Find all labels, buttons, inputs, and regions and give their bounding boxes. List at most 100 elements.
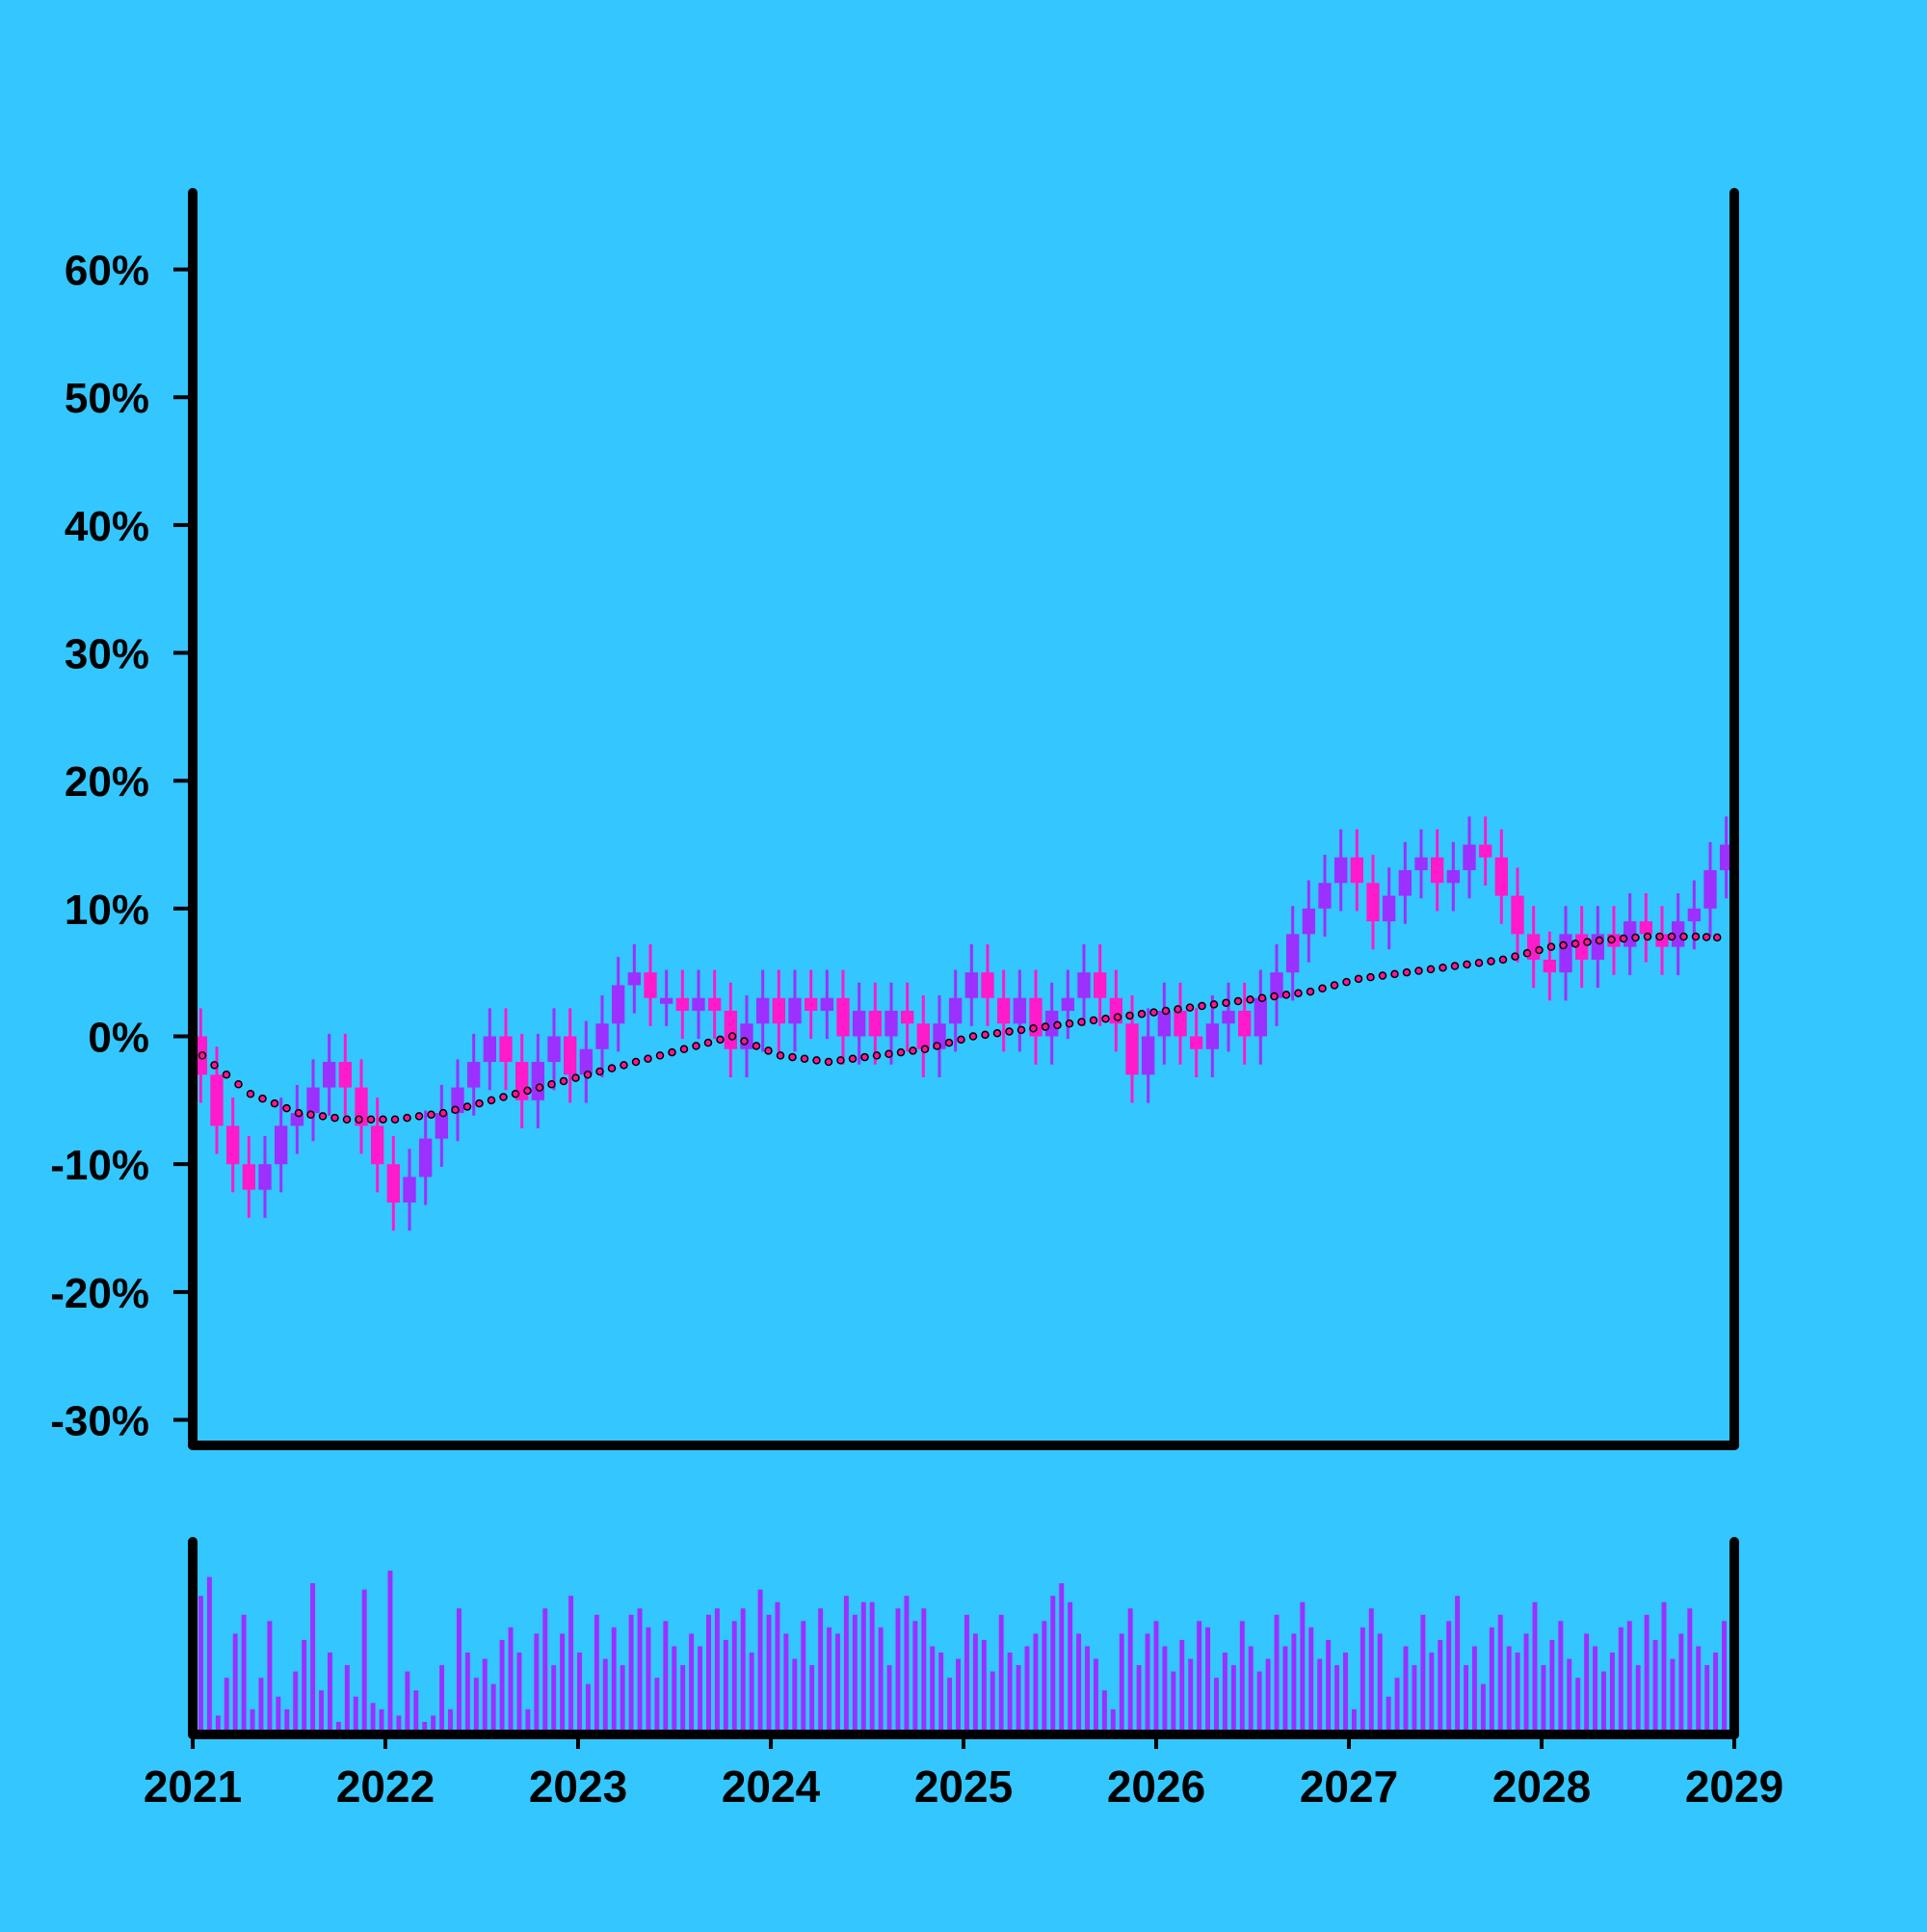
volume-bar bbox=[827, 1627, 832, 1734]
volume-bar bbox=[1101, 1690, 1107, 1734]
volume-bar bbox=[723, 1639, 728, 1734]
volume-bar bbox=[1618, 1627, 1623, 1734]
candle-body bbox=[724, 1010, 737, 1049]
volume-bar bbox=[611, 1627, 617, 1734]
volume-bar bbox=[516, 1653, 522, 1734]
volume-bar bbox=[972, 1633, 978, 1734]
moving-average-point bbox=[1330, 981, 1339, 990]
volume-bar bbox=[1532, 1601, 1538, 1734]
y-tick-label: -30% bbox=[50, 1397, 149, 1444]
moving-average-point bbox=[559, 1076, 568, 1086]
x-tick-label: 2022 bbox=[336, 1761, 435, 1812]
moving-average-point bbox=[1053, 1020, 1062, 1030]
candle-body bbox=[1254, 997, 1267, 1037]
moving-average-point bbox=[909, 1046, 917, 1055]
candle-body bbox=[547, 1036, 561, 1063]
moving-average-point bbox=[1655, 932, 1664, 941]
volume-bar bbox=[1515, 1653, 1520, 1734]
volume-bar bbox=[482, 1658, 488, 1734]
candle-body bbox=[868, 1010, 882, 1037]
candle-body bbox=[499, 1036, 513, 1063]
candle-body bbox=[1061, 997, 1074, 1011]
moving-average-point bbox=[475, 1098, 484, 1108]
moving-average-point bbox=[1463, 960, 1471, 969]
moving-average-point bbox=[1016, 1025, 1026, 1035]
moving-average-point bbox=[1691, 932, 1701, 941]
volume-bar bbox=[1326, 1639, 1332, 1734]
moving-average-point bbox=[499, 1093, 508, 1101]
candle-body bbox=[772, 997, 785, 1024]
volume-bar bbox=[499, 1639, 505, 1734]
candle-body bbox=[1350, 857, 1363, 884]
candle-body bbox=[981, 972, 994, 998]
volume-bar bbox=[490, 1683, 496, 1734]
volume-bar bbox=[473, 1678, 479, 1734]
volume-bar bbox=[1007, 1653, 1013, 1734]
volume-bar bbox=[895, 1608, 901, 1734]
moving-average-point bbox=[1522, 949, 1532, 958]
moving-average-point bbox=[1065, 1019, 1074, 1028]
candle-body bbox=[1270, 972, 1283, 998]
candle-body bbox=[1479, 844, 1492, 858]
candle-body bbox=[1559, 934, 1572, 973]
y-tick-label: 30% bbox=[65, 631, 149, 678]
candle-body bbox=[1222, 1010, 1235, 1024]
candle-body bbox=[275, 1125, 288, 1165]
candle-body bbox=[210, 1074, 224, 1126]
moving-average-point bbox=[920, 1045, 930, 1054]
candle-body bbox=[1157, 1010, 1171, 1037]
moving-average-point bbox=[1535, 945, 1544, 955]
y-tick-label: 10% bbox=[65, 887, 149, 934]
moving-average-point bbox=[1702, 933, 1711, 941]
candle-body bbox=[1318, 883, 1332, 909]
volume-bar bbox=[990, 1671, 995, 1734]
volume-bar bbox=[1274, 1614, 1280, 1734]
candle-body bbox=[258, 1164, 272, 1190]
volume-bar bbox=[335, 1721, 341, 1734]
moving-average-point bbox=[198, 1051, 207, 1060]
volume-bar bbox=[267, 1621, 273, 1734]
moving-average-point bbox=[1498, 955, 1508, 965]
volume-bar bbox=[869, 1601, 875, 1734]
volume-bar bbox=[1386, 1696, 1391, 1734]
volume-bar bbox=[1136, 1665, 1142, 1734]
volume-bar bbox=[1359, 1627, 1365, 1734]
moving-average-point bbox=[872, 1051, 882, 1060]
volume-bar bbox=[878, 1627, 884, 1734]
moving-average-point bbox=[1318, 984, 1327, 993]
moving-average-point bbox=[1270, 992, 1279, 1001]
volume-bar bbox=[749, 1653, 754, 1734]
volume-bar bbox=[258, 1678, 264, 1734]
moving-average-point bbox=[366, 1115, 376, 1124]
candle-body bbox=[901, 1010, 914, 1024]
volume-bar bbox=[1282, 1646, 1288, 1734]
volume-bar bbox=[698, 1646, 703, 1734]
volume-bar bbox=[551, 1665, 557, 1734]
candle-body bbox=[836, 997, 850, 1037]
candle-body bbox=[644, 972, 657, 998]
candle-body bbox=[1125, 1023, 1139, 1075]
moving-average-point bbox=[1679, 932, 1688, 941]
volume-bar bbox=[1127, 1608, 1133, 1734]
candle-body bbox=[1414, 857, 1428, 871]
volume-bar bbox=[663, 1621, 669, 1734]
candle-body bbox=[242, 1164, 255, 1190]
x-tick-label: 2029 bbox=[1685, 1761, 1783, 1812]
moving-average-point bbox=[896, 1047, 906, 1057]
volume-bar bbox=[1438, 1639, 1443, 1734]
moving-average-point bbox=[703, 1038, 713, 1047]
volume-bar bbox=[1593, 1646, 1597, 1734]
moving-average-point bbox=[884, 1049, 893, 1058]
volume-bar bbox=[1506, 1646, 1512, 1734]
moving-average-point bbox=[1402, 967, 1412, 977]
volume-bar bbox=[1248, 1646, 1254, 1734]
moving-average-point bbox=[1198, 1001, 1206, 1011]
candle-body bbox=[1511, 895, 1524, 935]
volume-bar bbox=[310, 1583, 316, 1734]
volume-bar bbox=[637, 1608, 643, 1734]
moving-average-point bbox=[1233, 996, 1243, 1006]
candle-body bbox=[1205, 1023, 1219, 1049]
moving-average-point bbox=[668, 1047, 676, 1057]
volume-bar bbox=[680, 1665, 686, 1734]
volume-bar bbox=[1145, 1633, 1150, 1734]
